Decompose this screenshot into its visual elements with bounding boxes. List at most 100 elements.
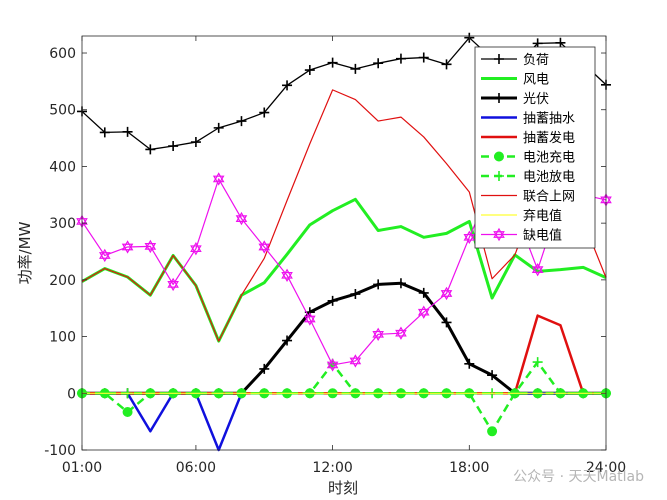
legend-marker bbox=[494, 93, 504, 103]
series-1-marker bbox=[168, 141, 179, 152]
series-1-marker bbox=[373, 58, 384, 69]
series-10-marker bbox=[326, 361, 339, 372]
series-10-marker bbox=[395, 329, 407, 340]
legend-entry: 负荷 bbox=[481, 53, 549, 68]
x-tick-label: 24:00 bbox=[586, 460, 626, 476]
legend-label: 抽蓄抽水 bbox=[523, 112, 575, 127]
series-1-marker bbox=[555, 37, 566, 48]
series-10-marker bbox=[190, 241, 202, 253]
legend-label: 光伏 bbox=[523, 92, 549, 107]
series-10-marker bbox=[144, 239, 157, 250]
x-axis-label: 时刻 bbox=[328, 479, 358, 497]
series-6-marker bbox=[487, 426, 498, 437]
series-10-marker bbox=[235, 211, 248, 222]
y-tick-label: 100 bbox=[49, 330, 76, 346]
series-10-marker bbox=[349, 357, 362, 368]
series-1-marker bbox=[327, 57, 338, 68]
series-10-marker bbox=[258, 240, 271, 251]
series-3-marker bbox=[282, 335, 293, 346]
series-10-marker bbox=[372, 330, 384, 342]
series-1-marker bbox=[190, 137, 201, 148]
series-10-marker bbox=[326, 358, 339, 369]
series-1-marker bbox=[441, 59, 452, 70]
series-1-marker bbox=[122, 126, 133, 137]
legend-entry: 光伏 bbox=[481, 92, 549, 107]
axes-layer: -100 0 100 200 300 400 500 600 01:00 06:00 12:00 18… bbox=[44, 35, 626, 476]
series-10-marker bbox=[395, 326, 407, 337]
series-10-marker bbox=[417, 305, 430, 316]
y-tick-label: 400 bbox=[49, 159, 76, 175]
series-7-marker bbox=[532, 357, 543, 368]
legend-label: 抽蓄发电 bbox=[523, 130, 575, 146]
series-3-marker bbox=[373, 279, 384, 290]
y-tick-label: 0 bbox=[67, 386, 76, 402]
series-10-marker bbox=[98, 248, 111, 259]
series-10-marker bbox=[531, 262, 544, 273]
legend-entry: 弃电值 bbox=[481, 208, 562, 224]
series-10-marker bbox=[121, 240, 134, 251]
legend-entry: 风电 bbox=[481, 73, 549, 88]
series-10-marker bbox=[463, 230, 476, 241]
series-3-marker bbox=[259, 363, 270, 374]
series-10-marker bbox=[304, 312, 316, 323]
series-10-marker bbox=[167, 281, 179, 292]
y-tick-label: 200 bbox=[49, 273, 76, 289]
axes-box bbox=[81, 35, 607, 451]
y-tick-label: -100 bbox=[44, 443, 76, 459]
series-10-marker bbox=[440, 286, 453, 297]
series-3-marker bbox=[327, 295, 338, 306]
legend-marker bbox=[494, 171, 504, 181]
legend-label: 弃电值 bbox=[523, 208, 562, 224]
series-1-marker bbox=[395, 53, 406, 64]
x-tick-label: 06:00 bbox=[176, 460, 216, 476]
legend-entry: 抽蓄发电 bbox=[481, 130, 575, 146]
series-10-marker bbox=[531, 266, 544, 277]
y-axis-label: 功率/MW bbox=[16, 221, 34, 284]
legend-label: 电池充电 bbox=[523, 150, 575, 166]
series-6-marker bbox=[122, 407, 133, 418]
series-10-marker bbox=[281, 271, 293, 283]
legend-label: 联合上网 bbox=[523, 190, 575, 205]
series-1-marker bbox=[236, 116, 247, 127]
y-tick-label: 500 bbox=[49, 103, 76, 119]
series-10-marker bbox=[167, 277, 179, 288]
series-3-marker bbox=[464, 358, 475, 369]
series-10-marker bbox=[440, 290, 453, 301]
series-10-marker bbox=[98, 252, 111, 263]
series-3-marker bbox=[441, 317, 452, 328]
series-1-marker bbox=[99, 127, 110, 138]
series-10-marker bbox=[121, 243, 134, 254]
series-10-marker bbox=[212, 175, 225, 186]
x-tick-label: 12:00 bbox=[312, 460, 352, 476]
series-10-marker bbox=[417, 308, 430, 319]
legend-entry: 抽蓄抽水 bbox=[481, 112, 575, 127]
y-tick-label: 300 bbox=[49, 216, 76, 232]
legend-marker bbox=[494, 54, 504, 64]
series-1-marker bbox=[213, 122, 224, 133]
legend-label: 负荷 bbox=[523, 53, 549, 68]
series-10-marker bbox=[463, 233, 476, 245]
series-1-marker bbox=[350, 63, 361, 74]
series-1-marker bbox=[145, 144, 156, 155]
legend-marker bbox=[493, 227, 505, 238]
series-1-marker bbox=[418, 52, 429, 63]
x-tick-label: 18:00 bbox=[449, 460, 489, 476]
series-10-marker bbox=[212, 172, 225, 183]
series-10-marker bbox=[304, 315, 316, 326]
legend-label: 电池放电 bbox=[523, 170, 575, 185]
series-10-marker bbox=[372, 327, 384, 338]
series-1-marker bbox=[259, 107, 270, 118]
series-10-marker bbox=[190, 245, 202, 256]
series-10-marker bbox=[349, 354, 362, 365]
series-10-marker bbox=[235, 215, 248, 226]
y-tick-label: 600 bbox=[49, 46, 76, 62]
legend-entry: 电池充电 bbox=[481, 150, 575, 166]
legend-label: 风电 bbox=[523, 73, 549, 88]
legend-entry: 缺电值 bbox=[481, 228, 562, 244]
legend-marker bbox=[494, 151, 504, 162]
legend-entry: 联合上网 bbox=[481, 190, 575, 205]
legend-entry: 电池放电 bbox=[481, 170, 575, 185]
legend-marker bbox=[493, 231, 505, 242]
